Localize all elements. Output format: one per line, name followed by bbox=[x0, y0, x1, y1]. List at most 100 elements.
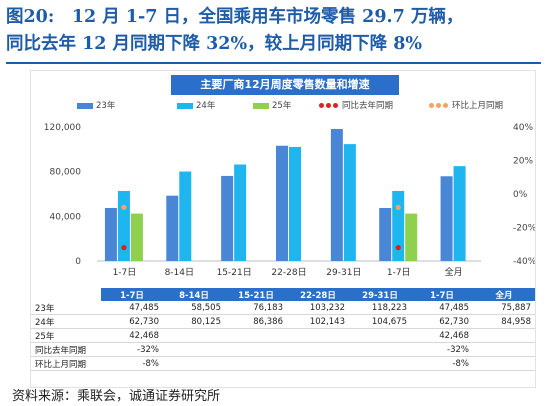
table-header-cell: 8-14日 bbox=[163, 288, 225, 301]
figure-caption: 图20: 12 月 1-7 日，全国乘用车市场零售 29.7 万辆， 同比去年 … bbox=[6, 4, 541, 58]
table-row-25: 25年 42,468 42,468 bbox=[31, 328, 535, 343]
table-cell: -8% bbox=[101, 356, 163, 371]
table-cell bbox=[349, 356, 411, 371]
table-row-mom: 环比上月同期 -8% -8% bbox=[31, 356, 535, 371]
x-tick-label: 29-31日 bbox=[326, 267, 361, 278]
legend-label-24: 24年 bbox=[196, 101, 216, 111]
table-header-cell: 29-31日 bbox=[349, 288, 411, 301]
source-note: 资料来源：乘联会，诚通证券研究所 bbox=[12, 389, 221, 404]
bar-24年-0 bbox=[117, 190, 130, 261]
y-tick-label: 120,000 bbox=[44, 123, 81, 133]
table-header-row: 1-7日 8-14日 15-21日 22-28日 29-31日 1-7日 全月 bbox=[31, 288, 535, 301]
chart-plot: 120,000 80,000 40,000 0 40% 20% 0% -20% -40% 1-7日… bbox=[44, 123, 535, 278]
table-corner bbox=[31, 288, 101, 301]
bar-24年-4 bbox=[343, 144, 356, 261]
legend-marker-yoy bbox=[319, 102, 339, 110]
row-label: 23年 bbox=[31, 301, 101, 315]
table-cell: -8% bbox=[411, 356, 473, 371]
bar-24年-3 bbox=[289, 146, 301, 261]
chart-title: 主要厂商12月周度零售数量和增速 bbox=[171, 75, 399, 95]
table-cell: -32% bbox=[101, 342, 163, 357]
table-cell bbox=[163, 356, 225, 371]
bar-23年-2 bbox=[221, 175, 234, 261]
caption-rule bbox=[6, 62, 541, 64]
y-tick-label: 40,000 bbox=[50, 212, 82, 222]
table-row-24: 24年 62,730 80,125 86,386 102,143 104,675… bbox=[31, 314, 535, 329]
caption-line-2: 同比去年 12 月同期下降 32%，较上月同期下降 8% bbox=[6, 34, 423, 54]
caption-line-1: 图20: 12 月 1-7 日，全国乘用车市场零售 29.7 万辆， bbox=[6, 7, 464, 27]
x-tick-label: 22-28日 bbox=[271, 267, 306, 278]
table-header-cell: 22-28日 bbox=[287, 288, 349, 301]
y-tick-label: 80,000 bbox=[50, 168, 82, 178]
table-header-cell: 15-21日 bbox=[225, 288, 287, 301]
yoy-point-5 bbox=[395, 245, 401, 251]
legend-swatch-24 bbox=[177, 102, 193, 109]
bar-24年-5 bbox=[392, 190, 405, 261]
legend-item-mom: 环比上月同期 bbox=[429, 99, 503, 113]
table-cell bbox=[349, 342, 411, 357]
table-cell: 76,183 bbox=[225, 301, 287, 315]
table-cell bbox=[473, 328, 535, 343]
legend-marker-mom bbox=[429, 102, 449, 110]
table-cell: 84,958 bbox=[473, 314, 535, 329]
data-table: 1-7日 8-14日 15-21日 22-28日 29-31日 1-7日 全月 … bbox=[31, 288, 535, 371]
legend-item-23: 23年 bbox=[77, 99, 115, 113]
table-cell: 42,468 bbox=[411, 328, 473, 343]
table-cell bbox=[349, 328, 411, 343]
table-cell: 80,125 bbox=[163, 314, 225, 329]
table-cell: -32% bbox=[411, 342, 473, 357]
bar-23年-4 bbox=[330, 128, 343, 261]
y2-tick-label: 0% bbox=[513, 190, 528, 200]
legend-swatch-23 bbox=[77, 102, 93, 109]
table-cell bbox=[225, 342, 287, 357]
y-tick-label: 0 bbox=[75, 257, 81, 267]
bar-23年-1 bbox=[166, 195, 179, 261]
table-cell bbox=[163, 342, 225, 357]
mom-point-5 bbox=[395, 204, 401, 210]
x-tick-label: 15-21日 bbox=[217, 267, 252, 278]
bar-25年-0 bbox=[130, 213, 143, 261]
y2-tick-label: 20% bbox=[513, 157, 533, 167]
x-tick-label: 1-7日 bbox=[113, 267, 137, 278]
table-cell: 104,675 bbox=[349, 314, 411, 329]
table-cell: 118,223 bbox=[349, 301, 411, 315]
y2-tick-label: 40% bbox=[513, 123, 533, 133]
row-label: 环比上月同期 bbox=[31, 356, 101, 371]
row-label: 25年 bbox=[31, 328, 101, 343]
legend-label-23: 23年 bbox=[96, 101, 116, 111]
table-cell: 58,505 bbox=[163, 301, 225, 315]
chart-panel: 主要厂商12月周度零售数量和增速 23年 24年 25年 同比去年同期 环比上月… bbox=[30, 70, 536, 388]
table-header-cell: 1-7日 bbox=[101, 288, 163, 301]
table-row-yoy: 同比去年同期 -32% -32% bbox=[31, 342, 535, 357]
table-cell: 47,485 bbox=[101, 301, 163, 315]
table-cell: 75,887 bbox=[473, 301, 535, 315]
table-cell: 103,232 bbox=[287, 301, 349, 315]
legend-item-yoy: 同比去年同期 bbox=[319, 99, 393, 113]
x-tick-label: 8-14日 bbox=[165, 267, 194, 278]
x-tick-label: 全月 bbox=[445, 266, 463, 278]
bar-23年-5 bbox=[379, 207, 392, 261]
table-cell bbox=[287, 356, 349, 371]
row-label: 同比去年同期 bbox=[31, 342, 101, 357]
table-cell bbox=[473, 356, 535, 371]
table-header-cell: 全月 bbox=[473, 288, 535, 301]
table-row-23: 23年 47,485 58,505 76,183 103,232 118,223… bbox=[31, 301, 535, 315]
legend-swatch-25 bbox=[253, 102, 269, 109]
legend-label-25: 25年 bbox=[272, 101, 292, 111]
table-cell bbox=[225, 356, 287, 371]
legend-label-yoy: 同比去年同期 bbox=[342, 101, 394, 111]
table-cell bbox=[287, 342, 349, 357]
table-cell bbox=[287, 328, 349, 343]
table-cell: 86,386 bbox=[225, 314, 287, 329]
yoy-point-0 bbox=[121, 245, 127, 251]
table-cell: 102,143 bbox=[287, 314, 349, 329]
table-cell: 62,730 bbox=[411, 314, 473, 329]
table-cell bbox=[225, 328, 287, 343]
table-cell: 47,485 bbox=[411, 301, 473, 315]
bar-23年-0 bbox=[104, 207, 117, 261]
bar-24年-6 bbox=[453, 166, 466, 261]
bar-24年-1 bbox=[179, 171, 192, 261]
y2-tick-label: -20% bbox=[513, 224, 535, 234]
table-cell: 42,468 bbox=[101, 328, 163, 343]
y2-tick-label: -40% bbox=[513, 257, 535, 267]
